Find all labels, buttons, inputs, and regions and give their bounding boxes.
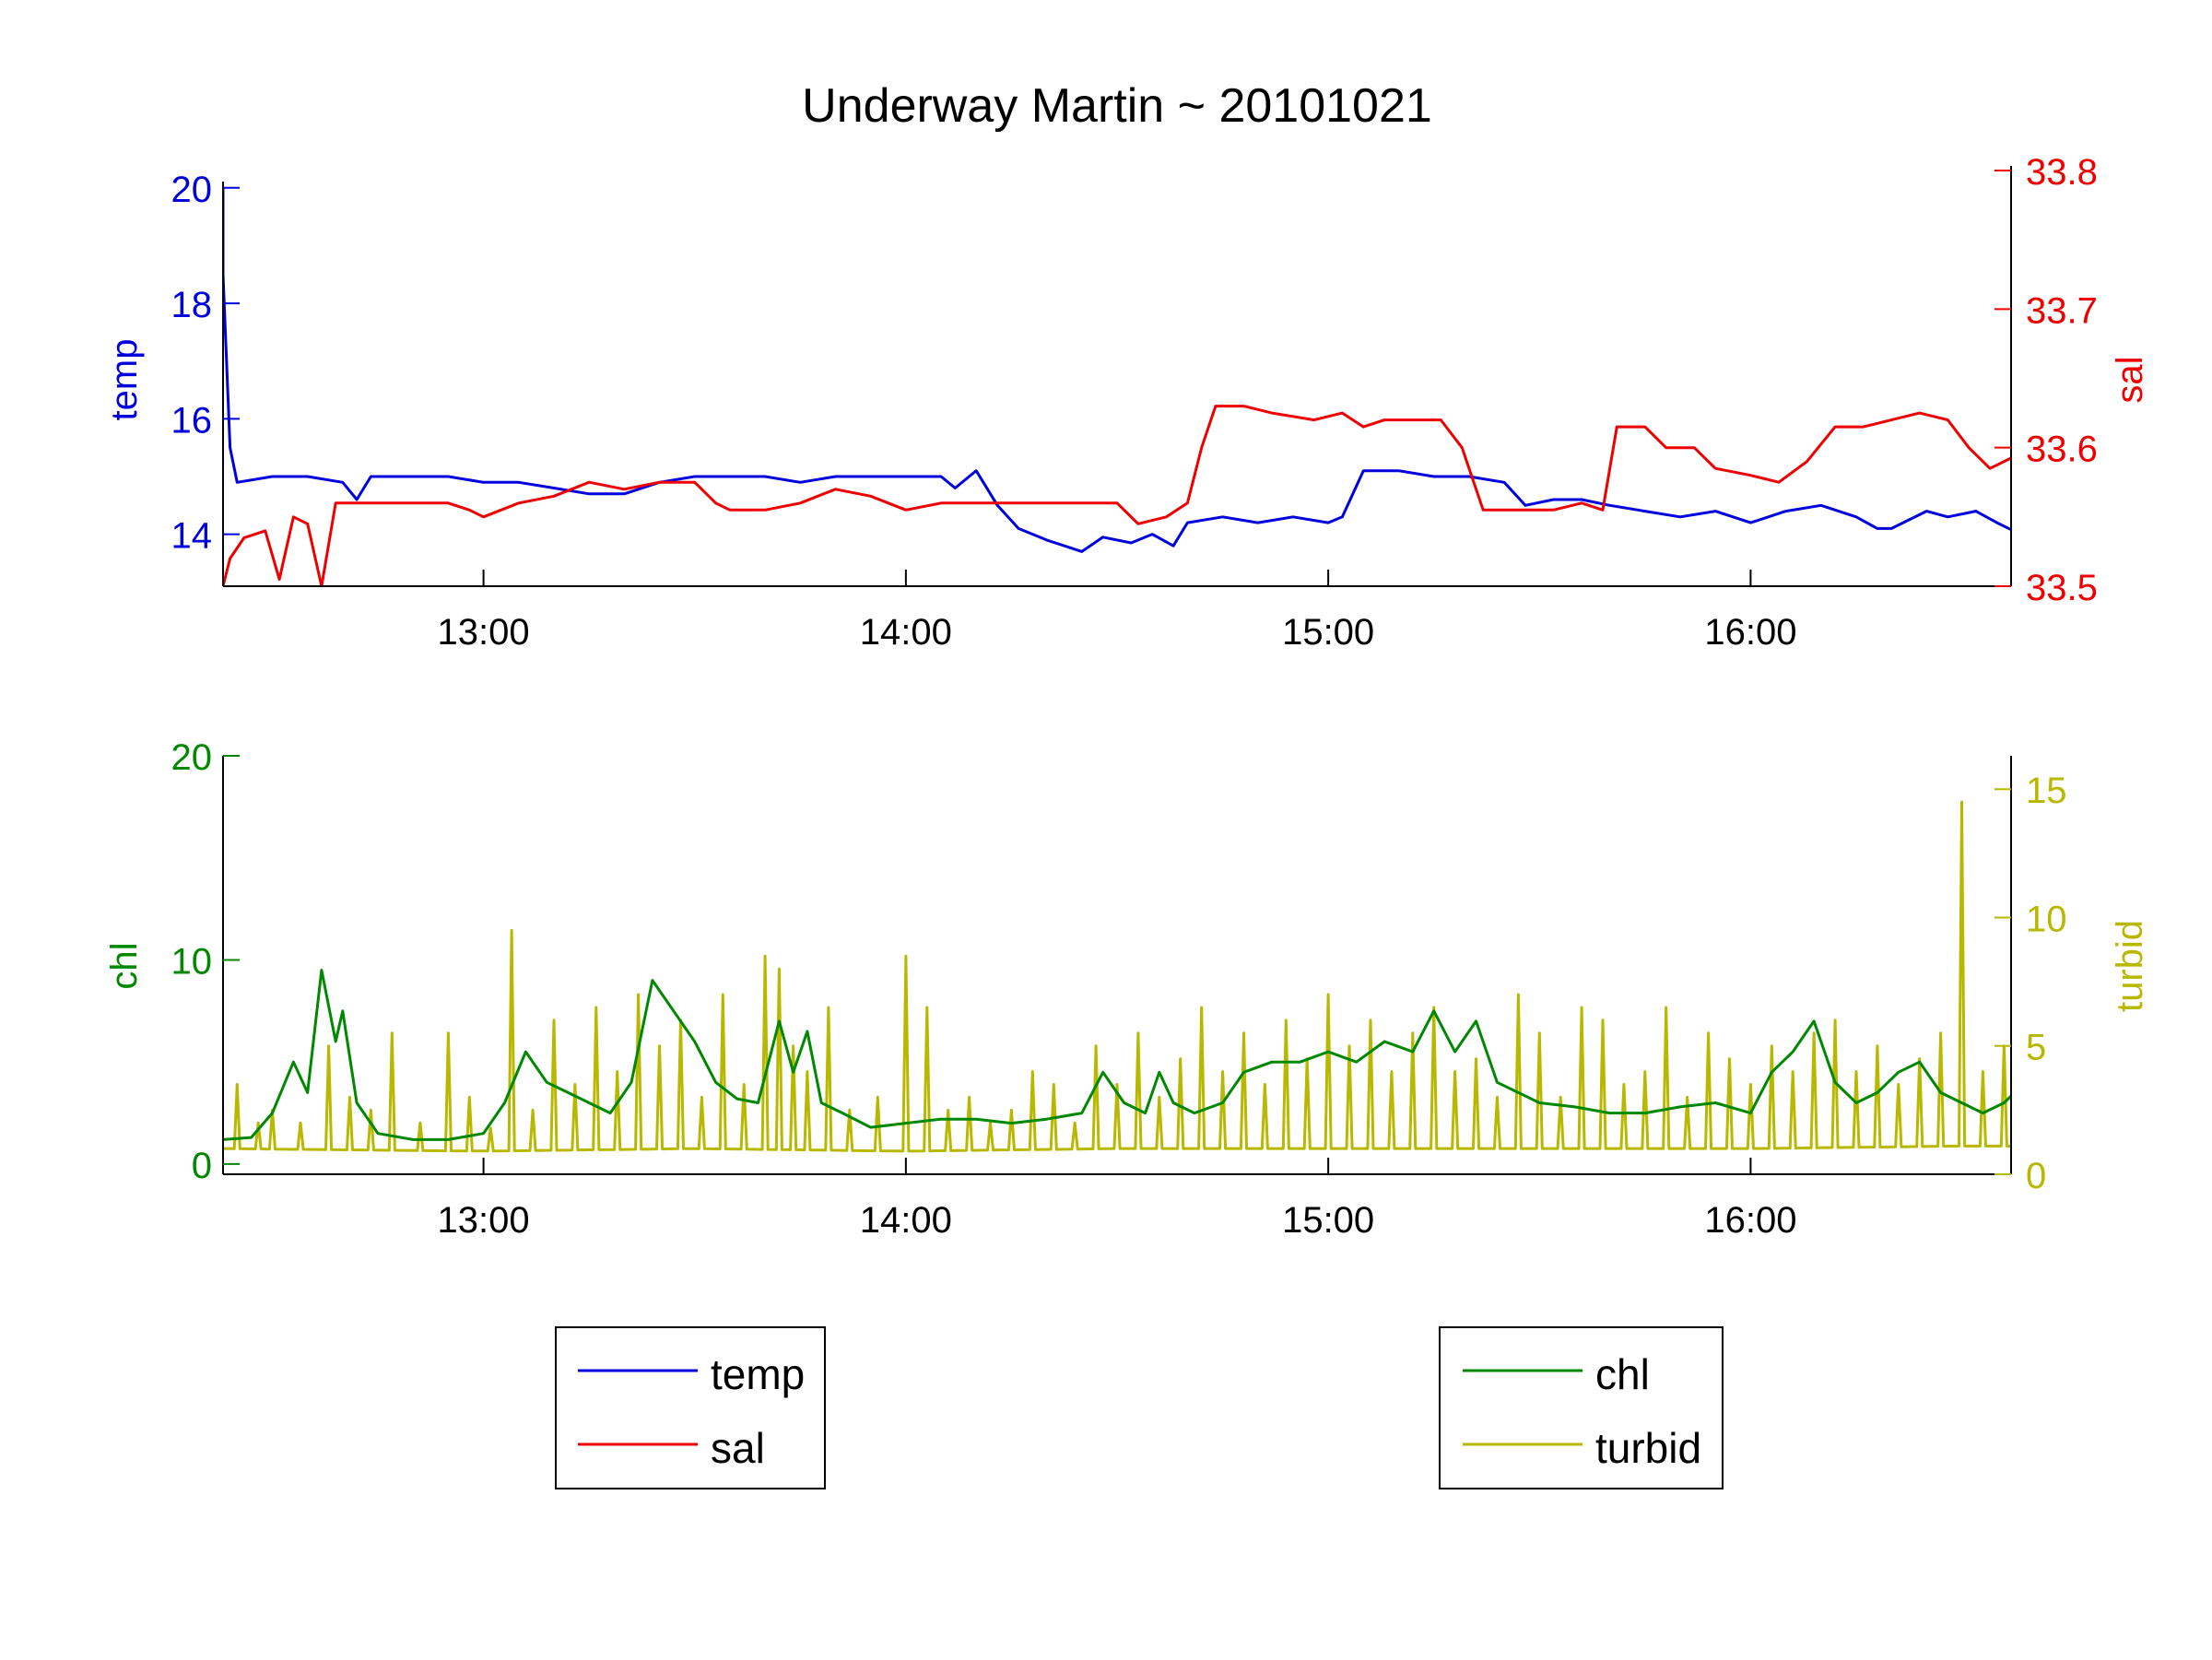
bottom-x-ticks: 13:00 14:00 15:00 16:00 [438,1158,1796,1241]
right-tick-label: 10 [2026,899,2067,939]
top-right-ticks: 33.5 33.6 33.7 33.8 [1994,152,2098,608]
x-tick-label: 13:00 [438,612,530,653]
legend-top-box [555,1326,826,1489]
right-tick-label: 15 [2026,771,2067,811]
x-tick-label: 14:00 [860,1200,952,1241]
left-tick-label: 16 [171,400,213,441]
left-tick-label: 10 [171,941,213,982]
legend-bottom-series: chl turbid [1439,1326,1724,1489]
bottom-left-ticks: 0 10 20 [171,737,240,1186]
bottom-panel: 0 10 20 0 5 10 15 13:00 14:00 15:00 16:00 chl tu… [104,737,2150,1241]
left-tick-label: 14 [171,516,213,557]
top-series-group [223,187,2011,586]
left-tick-label: 20 [171,170,213,210]
chart-title: Underway Martin ~ 20101021 [802,79,1432,133]
right-tick-label: 33.7 [2026,290,2098,331]
x-tick-label: 15:00 [1282,1200,1374,1241]
legend-temp-label: temp [711,1350,805,1398]
left-tick-label: 18 [171,285,213,325]
bottom-right-ticks: 0 5 10 15 [1994,771,2067,1196]
top-right-axis-label: sal [2110,356,2150,403]
top-panel: 14 16 18 20 33.5 33.6 33.7 33.8 13:00 14:00 15:0… [104,152,2150,653]
x-tick-label: 14:00 [860,612,952,653]
right-tick-label: 33.8 [2026,152,2098,193]
right-tick-label: 33.6 [2026,430,2098,470]
top-plot-area [223,187,2011,586]
legend-turbid-label: turbid [1595,1424,1701,1472]
series-line-temp [223,187,2011,553]
legend-top-series: temp sal [555,1326,826,1489]
right-tick-label: 33.5 [2026,568,2098,608]
top-left-ticks: 14 16 18 20 [171,170,240,557]
bottom-right-axis-label: turbid [2110,920,2150,1012]
legend-bottom-box [1439,1326,1724,1489]
bottom-plot-area [223,800,2011,1153]
x-tick-label: 13:00 [438,1200,530,1241]
legend-chl-label: chl [1595,1350,1650,1398]
x-tick-label: 15:00 [1282,612,1374,653]
series-line-chl [223,969,2011,1141]
series-line-sal [223,405,2011,586]
bottom-left-axis-label: chl [104,942,145,989]
right-tick-label: 5 [2026,1028,2046,1068]
left-tick-label: 0 [192,1146,212,1186]
x-tick-label: 16:00 [1704,1200,1796,1241]
x-tick-label: 16:00 [1704,612,1796,653]
left-tick-label: 20 [171,737,213,778]
bottom-series-group [223,800,2011,1153]
top-x-ticks: 13:00 14:00 15:00 16:00 [438,570,1796,653]
right-tick-label: 0 [2026,1156,2046,1196]
series-line-turbid [223,800,2011,1153]
legend-sal-label: sal [711,1424,765,1472]
top-left-axis-label: temp [104,339,145,421]
